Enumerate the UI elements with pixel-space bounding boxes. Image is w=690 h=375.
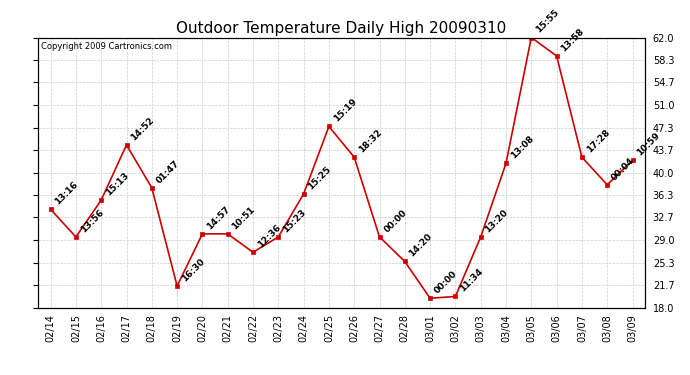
Text: 15:25: 15:25 (306, 165, 333, 191)
Text: 14:57: 14:57 (205, 204, 232, 231)
Text: 15:55: 15:55 (534, 8, 561, 35)
Text: 13:58: 13:58 (560, 27, 586, 53)
Text: 00:00: 00:00 (433, 269, 459, 296)
Text: 10:59: 10:59 (635, 131, 662, 158)
Text: 13:08: 13:08 (509, 134, 535, 160)
Text: 15:19: 15:19 (332, 97, 358, 124)
Text: 00:04: 00:04 (610, 156, 636, 182)
Text: 12:36: 12:36 (256, 223, 282, 249)
Text: 11:34: 11:34 (458, 267, 485, 294)
Text: 15:13: 15:13 (104, 171, 130, 197)
Text: 13:20: 13:20 (484, 208, 510, 234)
Text: 01:47: 01:47 (155, 158, 181, 185)
Text: 18:32: 18:32 (357, 128, 384, 154)
Text: 10:51: 10:51 (230, 205, 257, 231)
Text: 16:30: 16:30 (180, 257, 206, 283)
Title: Outdoor Temperature Daily High 20090310: Outdoor Temperature Daily High 20090310 (177, 21, 506, 36)
Text: 14:20: 14:20 (408, 232, 434, 259)
Text: 00:00: 00:00 (382, 208, 408, 234)
Text: 15:23: 15:23 (281, 207, 308, 234)
Text: Copyright 2009 Cartronics.com: Copyright 2009 Cartronics.com (41, 42, 172, 51)
Text: 13:56: 13:56 (79, 207, 106, 234)
Text: 17:28: 17:28 (584, 128, 611, 154)
Text: 13:16: 13:16 (53, 180, 80, 207)
Text: 14:52: 14:52 (129, 116, 156, 142)
